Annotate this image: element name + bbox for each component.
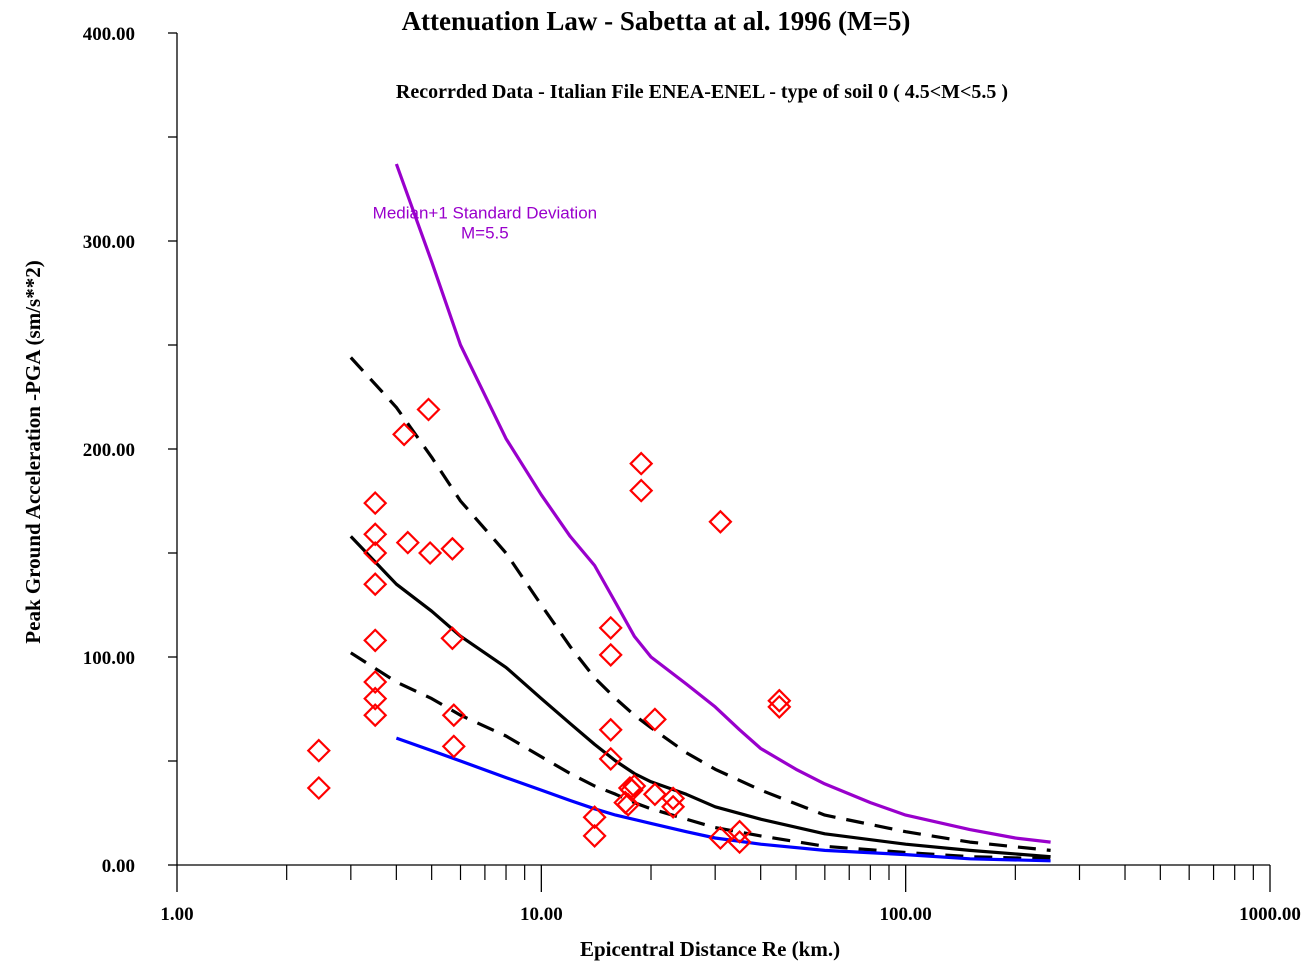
- diamond-marker: [622, 773, 647, 799]
- diamond-marker: [392, 422, 417, 447]
- dashed-curve: [349, 356, 1051, 852]
- dashed-curve: [349, 651, 1051, 861]
- diamond-marker: [598, 642, 623, 667]
- annotation-line-2: M=5.5: [461, 224, 509, 243]
- diamond-marker: [661, 794, 686, 819]
- diamond-marker: [708, 825, 733, 851]
- diamond-marker: [661, 786, 686, 811]
- diamond-marker: [363, 572, 388, 597]
- diamond-marker: [363, 540, 388, 566]
- y-tick-label: 400.00: [83, 24, 135, 45]
- diamond-marker: [363, 686, 388, 711]
- diamond-marker: [306, 738, 331, 763]
- diamond-marker: [727, 819, 752, 844]
- diamond-marker: [598, 615, 623, 640]
- data-points: [306, 397, 792, 855]
- curves: [349, 163, 1051, 863]
- diamond-marker: [441, 703, 466, 728]
- diamond-marker: [642, 707, 667, 732]
- diamond-marker: [629, 451, 654, 476]
- y-axis-label: Peak Ground Acceleration -PGA (sm/s**2): [21, 260, 45, 643]
- x-tick-label: 1.00: [160, 904, 193, 925]
- diamond-marker: [441, 734, 466, 759]
- y-tick-label: 100.00: [83, 648, 135, 669]
- curve: [395, 736, 1051, 863]
- diamond-marker: [363, 522, 388, 547]
- diamond-marker: [363, 491, 388, 516]
- diamond-marker: [363, 669, 388, 695]
- diamond-marker: [440, 626, 465, 651]
- x-tick-label: 1000.00: [1239, 904, 1301, 925]
- annotation-line-1: Median+1 Standard Deviation: [373, 204, 597, 223]
- diamond-marker: [418, 540, 443, 566]
- diamond-marker: [727, 830, 752, 855]
- diamond-marker: [363, 703, 388, 728]
- diamond-marker: [616, 792, 641, 817]
- diamond-marker: [306, 775, 331, 801]
- diamond-marker: [416, 397, 441, 422]
- diamond-marker: [629, 478, 654, 503]
- x-tick-label: 100.00: [880, 904, 932, 925]
- x-tick-label: 10.00: [520, 904, 563, 925]
- chart-title: Attenuation Law - Sabetta at al. 1996 (M…: [402, 6, 911, 36]
- diamond-marker: [767, 694, 792, 719]
- diamond-marker: [598, 717, 623, 742]
- diamond-marker: [582, 805, 607, 830]
- axes: 0.00 100.00 200.00 300.00 400.00 1.00 10.00 100…: [83, 24, 1301, 925]
- diamond-marker: [642, 782, 667, 807]
- annotation: Median+1 Standard Deviation M=5.5: [373, 204, 597, 243]
- diamond-marker: [363, 628, 388, 653]
- x-axis-label: Epicentral Distance Re (km.): [580, 937, 840, 961]
- diamond-marker: [582, 823, 607, 848]
- diamond-marker: [440, 536, 465, 561]
- curve: [394, 163, 1051, 844]
- y-tick-label: 200.00: [83, 440, 135, 461]
- y-tick-label: 300.00: [83, 232, 135, 253]
- diamond-marker: [598, 746, 623, 771]
- diamond-marker: [395, 530, 420, 555]
- y-tick-label: 0.00: [102, 856, 135, 877]
- diamond-marker: [708, 509, 733, 534]
- diamond-marker: [767, 688, 792, 713]
- chart-subtitle: Recorrded Data - Italian File ENEA-ENEL …: [396, 81, 1008, 103]
